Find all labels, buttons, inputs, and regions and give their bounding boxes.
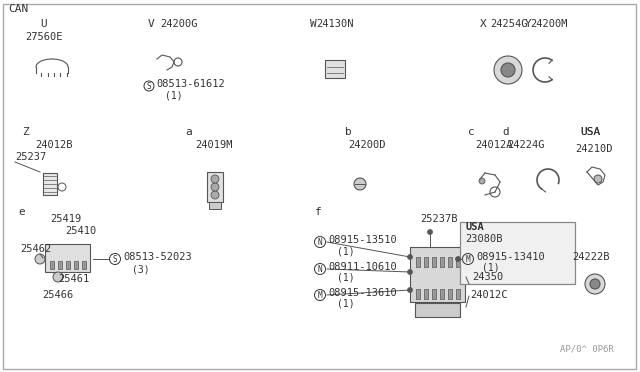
Text: USA: USA [580, 127, 600, 137]
Circle shape [408, 288, 413, 292]
Bar [416, 289, 420, 299]
Bar [424, 257, 428, 267]
Text: 25237B: 25237B [420, 214, 458, 224]
Bar [456, 289, 460, 299]
Bar [45, 244, 90, 272]
Bar [415, 303, 460, 317]
Text: CAN: CAN [8, 4, 28, 14]
Text: b: b [345, 127, 352, 137]
Text: 25419: 25419 [50, 214, 81, 224]
Text: 24130N: 24130N [316, 19, 353, 29]
Text: M: M [466, 254, 470, 263]
Text: 23080B: 23080B [465, 234, 502, 244]
Text: 24019M: 24019M [195, 140, 232, 150]
Circle shape [456, 257, 461, 262]
Bar [448, 257, 452, 267]
Text: d: d [502, 127, 509, 137]
Circle shape [211, 175, 219, 183]
Text: c: c [468, 127, 475, 137]
Text: (1): (1) [482, 263, 500, 273]
Bar [50, 261, 54, 269]
Circle shape [354, 178, 366, 190]
Bar [410, 247, 465, 302]
Text: 24200D: 24200D [348, 140, 385, 150]
Text: f: f [315, 207, 322, 217]
Text: N: N [317, 237, 323, 247]
Bar [209, 202, 221, 209]
Text: X: X [480, 19, 487, 29]
Text: 24200M: 24200M [530, 19, 568, 29]
Text: 24222B: 24222B [572, 252, 609, 262]
Text: 08915-13510: 08915-13510 [328, 235, 397, 245]
Bar [440, 257, 444, 267]
Bar [456, 257, 460, 267]
Bar [432, 257, 436, 267]
Circle shape [590, 279, 600, 289]
Bar [325, 60, 345, 78]
Circle shape [501, 63, 515, 77]
Text: USA: USA [580, 127, 600, 137]
Text: 08911-10610: 08911-10610 [328, 262, 397, 272]
Text: 24350: 24350 [472, 272, 503, 282]
Text: V: V [148, 19, 155, 29]
Text: S: S [113, 254, 117, 263]
Bar [207, 172, 223, 202]
Text: 08513-61612: 08513-61612 [156, 79, 225, 89]
Bar [416, 257, 420, 267]
Bar [460, 222, 575, 284]
Text: N: N [317, 264, 323, 273]
Text: 08513-52023: 08513-52023 [123, 252, 192, 262]
Text: Y: Y [525, 19, 532, 29]
Text: Z: Z [22, 127, 29, 137]
Text: W: W [310, 19, 317, 29]
Bar [66, 261, 70, 269]
Text: (1): (1) [165, 90, 182, 100]
Text: 25237: 25237 [15, 152, 46, 162]
Circle shape [53, 272, 63, 282]
Text: (1): (1) [337, 246, 355, 256]
Circle shape [479, 178, 485, 184]
Bar [82, 261, 86, 269]
Text: a: a [185, 127, 192, 137]
Text: 24210D: 24210D [575, 144, 612, 154]
Text: (1): (1) [337, 299, 355, 309]
Bar [432, 289, 436, 299]
Text: 24254G: 24254G [490, 19, 527, 29]
Text: (1): (1) [337, 273, 355, 283]
Text: 25410: 25410 [65, 226, 96, 236]
Text: 27560E: 27560E [25, 32, 63, 42]
Text: 25462: 25462 [20, 244, 51, 254]
Bar [58, 261, 62, 269]
Bar [424, 289, 428, 299]
Text: 24012C: 24012C [470, 290, 508, 300]
Circle shape [594, 175, 602, 183]
Bar [43, 173, 57, 195]
Circle shape [35, 254, 45, 264]
Text: 25466: 25466 [42, 290, 73, 300]
Text: 08915-13410: 08915-13410 [476, 252, 545, 262]
Circle shape [211, 183, 219, 191]
Circle shape [408, 254, 413, 260]
Text: U: U [40, 19, 47, 29]
Circle shape [585, 274, 605, 294]
Text: USA: USA [465, 222, 484, 232]
Text: M: M [317, 291, 323, 299]
Text: (3): (3) [132, 264, 150, 274]
Text: 24012A: 24012A [475, 140, 513, 150]
Text: 25461: 25461 [58, 274, 89, 284]
Bar [440, 289, 444, 299]
Bar [74, 261, 78, 269]
Text: 24224G: 24224G [507, 140, 545, 150]
Text: AP/0^ 0P6R: AP/0^ 0P6R [560, 345, 614, 354]
Text: 24012B: 24012B [35, 140, 72, 150]
Text: S: S [147, 81, 151, 90]
Text: 08915-13610: 08915-13610 [328, 288, 397, 298]
Circle shape [494, 56, 522, 84]
Text: e: e [18, 207, 25, 217]
Circle shape [428, 230, 433, 234]
Circle shape [211, 191, 219, 199]
Bar [448, 289, 452, 299]
Text: 24200G: 24200G [160, 19, 198, 29]
Circle shape [408, 269, 413, 275]
